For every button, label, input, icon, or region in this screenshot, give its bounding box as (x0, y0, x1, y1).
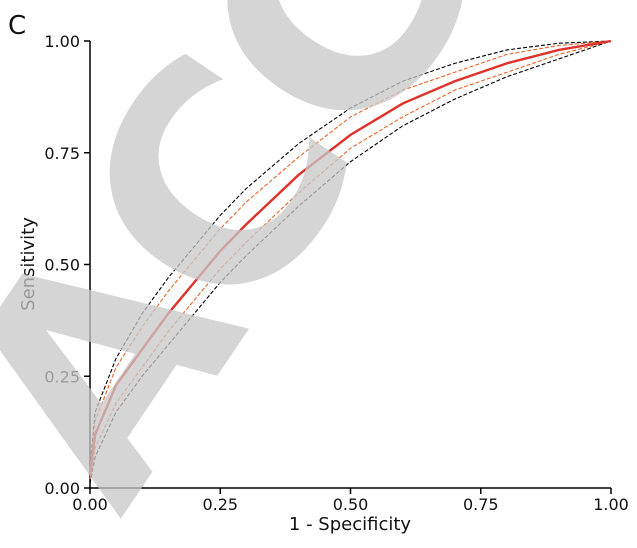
x-tick-label: 0.00 (72, 495, 108, 514)
x-axis-label: 1 - Specificity (289, 514, 412, 535)
x-tick-label: 0.25 (202, 495, 238, 514)
x-tick-label: 0.50 (333, 495, 369, 514)
y-tick-label: 0.25 (44, 367, 80, 386)
y-tick-label: 0.50 (44, 256, 80, 275)
panel-label: C (8, 11, 26, 41)
x-tick-label: 1.00 (593, 495, 629, 514)
roc-line (88, 39, 612, 475)
y-tick-label: 0.00 (44, 479, 80, 498)
y-tick-label: 1.00 (44, 32, 80, 51)
ci-line (89, 40, 612, 471)
ci-line (89, 40, 612, 466)
y-axis-label: Sensitivity (18, 217, 39, 311)
ci-line (89, 40, 612, 480)
ci-line (89, 40, 612, 484)
x-tick-label: 0.75 (463, 495, 499, 514)
y-tick-label: 0.75 (44, 144, 80, 163)
